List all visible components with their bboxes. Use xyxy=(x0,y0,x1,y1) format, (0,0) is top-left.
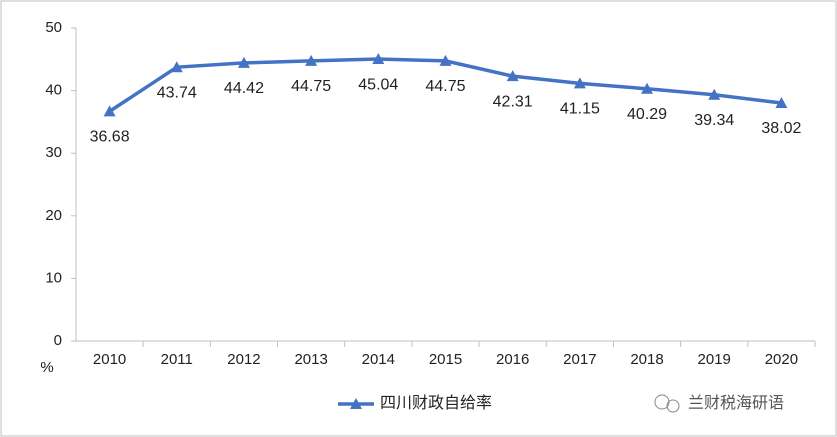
data-label: 44.75 xyxy=(291,78,331,95)
point-marker xyxy=(573,77,586,89)
data-label: 38.02 xyxy=(761,120,801,137)
watermark-text: 兰财税海研语 xyxy=(688,394,784,412)
point-marker xyxy=(170,61,183,73)
x-tick-label: 2020 xyxy=(765,351,798,368)
y-tick-label: 30 xyxy=(45,144,62,161)
x-tick-label: 2010 xyxy=(93,351,126,368)
point-marker xyxy=(708,88,721,100)
x-tick-label: 2019 xyxy=(698,351,731,368)
x-tick-label: 2011 xyxy=(161,351,193,368)
legend-marker xyxy=(350,398,362,409)
point-marker xyxy=(506,70,519,82)
y-tick-label: 50 xyxy=(45,19,62,36)
y-tick-label: 20 xyxy=(45,207,62,224)
data-label: 44.42 xyxy=(224,80,264,97)
point-marker xyxy=(305,54,318,66)
y-tick-label: 0 xyxy=(54,332,62,349)
x-tick-label: 2012 xyxy=(227,351,260,368)
watermark: 兰财税海研语 xyxy=(654,394,784,413)
x-tick-label: 2018 xyxy=(630,351,663,368)
point-marker xyxy=(641,82,654,94)
x-tick-label: 2017 xyxy=(563,351,596,368)
point-marker xyxy=(372,53,385,65)
data-label: 42.31 xyxy=(493,93,533,110)
data-label: 45.04 xyxy=(358,76,398,93)
point-marker xyxy=(775,96,788,108)
x-tick-label: 2014 xyxy=(362,351,395,368)
y-tick-label: 10 xyxy=(45,269,62,286)
watermark-icon xyxy=(666,399,680,413)
legend-label: 四川财政自给率 xyxy=(380,394,492,412)
data-label: 41.15 xyxy=(560,101,600,118)
data-label: 39.34 xyxy=(694,112,734,129)
x-tick-label: 2016 xyxy=(496,351,529,368)
x-tick-label: 2015 xyxy=(429,351,462,368)
point-marker xyxy=(439,54,452,66)
data-label: 43.74 xyxy=(157,84,197,101)
y-tick-label: 40 xyxy=(45,82,62,99)
data-label: 40.29 xyxy=(627,106,667,123)
data-label: 36.68 xyxy=(90,129,130,146)
data-label: 44.75 xyxy=(425,78,465,95)
y-axis-label: % xyxy=(40,359,53,376)
x-tick-label: 2013 xyxy=(294,351,327,368)
point-marker xyxy=(237,56,250,68)
point-marker xyxy=(103,105,116,117)
